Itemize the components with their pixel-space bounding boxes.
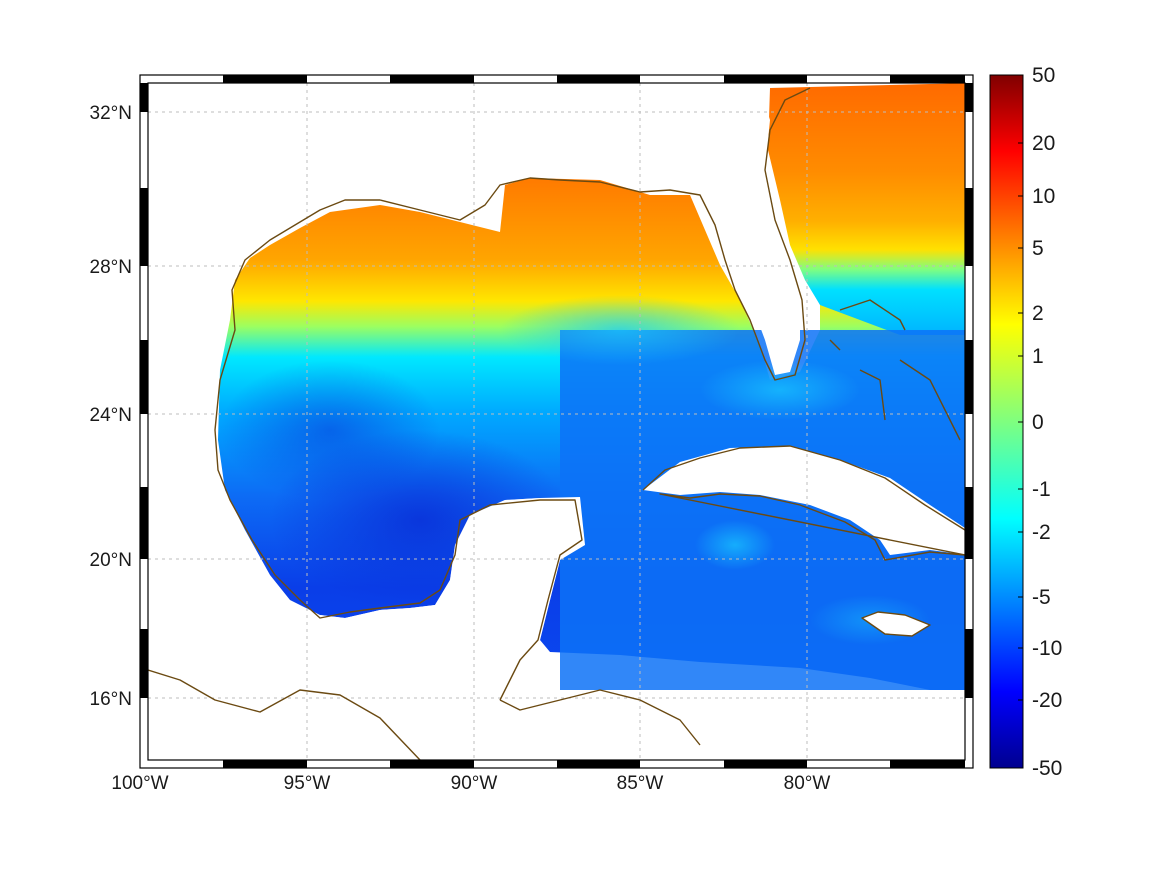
colorbar-tick-label: 0 (1032, 411, 1044, 434)
lon-tick-label: 95°W (284, 773, 331, 794)
colorbar-tick-label: -20 (1032, 689, 1062, 712)
colorbar-tick-label: 5 (1032, 237, 1044, 260)
graticule (148, 83, 965, 760)
cyan-patch-2 (700, 360, 860, 420)
lat-tick-label: 16°N (90, 689, 132, 710)
lon-tick-label: 100°W (111, 773, 168, 794)
lat-tick-label: 20°N (90, 550, 132, 571)
central-america-coastline (499, 689, 701, 746)
lat-tick-label: 24°N (90, 405, 132, 426)
colorbar-tick-label: -1 (1032, 478, 1051, 501)
map-frame (139, 74, 974, 769)
colorbar-tick-label: 50 (1032, 64, 1055, 87)
lon-tick-label: 85°W (617, 773, 664, 794)
cyan-patch-3 (695, 520, 775, 570)
colorbar-tick-label: 20 (1032, 132, 1055, 155)
coastlines (148, 87, 965, 760)
colorbar-tick-label: 2 (1032, 302, 1044, 325)
yucatan-land (290, 497, 585, 740)
jamaica-land (862, 612, 930, 636)
cuba-land (643, 446, 965, 555)
colorbar-tick-label: 10 (1032, 185, 1055, 208)
florida-land (640, 88, 800, 375)
colorbar-tick-label: -2 (1032, 521, 1051, 544)
colorbar-tick-label: -10 (1032, 637, 1062, 660)
colorbar-tick-label: 1 (1032, 345, 1044, 368)
lat-tick-label: 28°N (90, 257, 132, 278)
lon-tick-labels: 100°W 95°W 90°W 85°W 80°W (111, 773, 830, 794)
bahamas-coastline (829, 299, 961, 441)
cyan-patch-1 (500, 295, 740, 365)
deep-low-2 (220, 360, 440, 500)
data-field (148, 83, 965, 760)
colorbar-tick-label: -50 (1032, 757, 1062, 780)
colorbar-tick-label: -5 (1032, 586, 1051, 609)
colorbar-ramp (989, 74, 1024, 769)
southern-land (148, 670, 480, 760)
gulf-coastline (148, 87, 811, 760)
lat-tick-labels: 32°N 28°N 24°N 20°N 16°N (90, 103, 132, 710)
lon-tick-label: 90°W (451, 773, 498, 794)
lon-tick-label: 80°W (784, 773, 831, 794)
atlantic-field (768, 83, 965, 335)
jamaica-coastline (861, 611, 931, 637)
lat-tick-label: 32°N (90, 103, 132, 124)
cuba-coastline (642, 445, 965, 561)
